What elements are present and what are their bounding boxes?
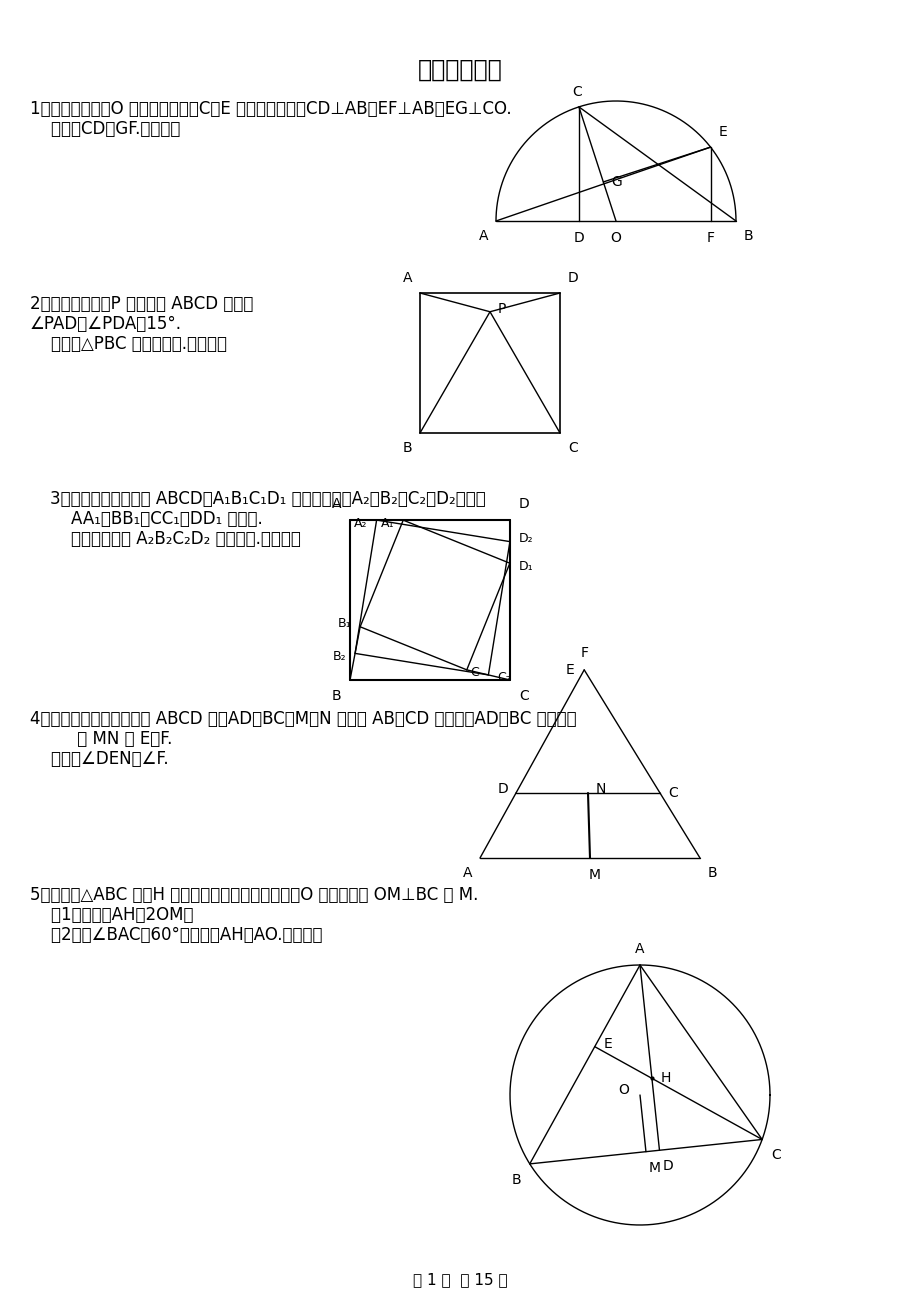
- Text: D: D: [567, 271, 578, 285]
- Text: A: A: [403, 271, 412, 285]
- Text: A: A: [462, 866, 471, 880]
- Text: 求证：四边形 A₂B₂C₂D₂ 是正方形.（初二）: 求证：四边形 A₂B₂C₂D₂ 是正方形.（初二）: [50, 530, 301, 548]
- Text: E: E: [718, 125, 727, 139]
- Text: B: B: [402, 441, 412, 454]
- Text: M: M: [588, 868, 600, 881]
- Text: （1）求证：AH＝2OM；: （1）求证：AH＝2OM；: [30, 906, 193, 924]
- Text: C₂: C₂: [497, 672, 511, 685]
- Text: 求证：△PBC 是正三角形.（初二）: 求证：△PBC 是正三角形.（初二）: [30, 335, 227, 353]
- Text: F: F: [706, 230, 714, 245]
- Text: B: B: [511, 1173, 520, 1187]
- Text: ∠PAD＝∠PDA＝15°.: ∠PAD＝∠PDA＝15°.: [30, 315, 182, 333]
- Text: B: B: [331, 689, 341, 703]
- Text: C: C: [572, 85, 581, 99]
- Text: H: H: [660, 1072, 671, 1086]
- Text: 5、已知：△ABC 中，H 为垂心（各边高线的交点），O 为外心，且 OM⊥BC 于 M.: 5、已知：△ABC 中，H 为垂心（各边高线的交点），O 为外心，且 OM⊥BC…: [30, 885, 478, 904]
- Text: D₂: D₂: [518, 533, 533, 546]
- Text: C: C: [567, 441, 577, 454]
- Text: 交 MN 于 E、F.: 交 MN 于 E、F.: [30, 730, 172, 749]
- Text: A: A: [331, 497, 341, 510]
- Text: A: A: [478, 229, 487, 243]
- Text: O: O: [610, 230, 620, 245]
- Text: B: B: [708, 866, 717, 880]
- Text: A₁: A₁: [380, 517, 394, 530]
- Text: D: D: [662, 1159, 673, 1173]
- Text: C: C: [518, 689, 528, 703]
- Text: C: C: [470, 667, 478, 680]
- Text: D: D: [518, 497, 529, 510]
- Text: 求证：∠DEN＝∠F.: 求证：∠DEN＝∠F.: [30, 750, 168, 768]
- Text: B₁: B₁: [337, 617, 351, 630]
- Text: E: E: [565, 663, 573, 677]
- Text: C: C: [667, 786, 677, 799]
- Text: O: O: [618, 1083, 629, 1098]
- Text: D₁: D₁: [518, 560, 533, 573]
- Text: F: F: [580, 646, 587, 660]
- Text: B₂: B₂: [332, 650, 346, 663]
- Text: M: M: [648, 1160, 660, 1174]
- Text: （2）若∠BAC＝60°，求证：AH＝AO.（初三）: （2）若∠BAC＝60°，求证：AH＝AO.（初三）: [30, 926, 323, 944]
- Text: C: C: [770, 1148, 780, 1163]
- Text: 几何经典难题: 几何经典难题: [417, 59, 502, 82]
- Text: B: B: [743, 229, 753, 243]
- Text: E: E: [603, 1036, 612, 1051]
- Text: 2、已知：如图，P 是正方形 ABCD 内点，: 2、已知：如图，P 是正方形 ABCD 内点，: [30, 296, 253, 312]
- Text: 求证：CD＝GF.（初三）: 求证：CD＝GF.（初三）: [30, 120, 180, 138]
- Text: AA₁、BB₁、CC₁、DD₁ 的中点.: AA₁、BB₁、CC₁、DD₁ 的中点.: [50, 510, 263, 529]
- Text: A₂: A₂: [354, 517, 368, 530]
- Text: G: G: [610, 174, 621, 189]
- Text: N: N: [596, 783, 606, 796]
- Text: 3、如图，已知四边形 ABCD、A₁B₁C₁D₁ 都是正方形，A₂、B₂、C₂、D₂分别是: 3、如图，已知四边形 ABCD、A₁B₁C₁D₁ 都是正方形，A₂、B₂、C₂、…: [50, 490, 485, 508]
- Text: D: D: [496, 783, 507, 796]
- Text: A: A: [634, 943, 644, 956]
- Text: 4、已知：如图，在四边形 ABCD 中，AD＝BC，M、N 分别是 AB、CD 的中点，AD、BC 的延长线: 4、已知：如图，在四边形 ABCD 中，AD＝BC，M、N 分别是 AB、CD …: [30, 710, 576, 728]
- Text: P: P: [497, 302, 505, 316]
- Text: 第 1 页  共 15 页: 第 1 页 共 15 页: [413, 1272, 506, 1286]
- Text: D: D: [573, 230, 584, 245]
- Text: 1、已知：如图，O 是半圆的圆心，C、E 是圆上的两点，CD⊥AB，EF⊥AB，EG⊥CO.: 1、已知：如图，O 是半圆的圆心，C、E 是圆上的两点，CD⊥AB，EF⊥AB，…: [30, 100, 511, 118]
